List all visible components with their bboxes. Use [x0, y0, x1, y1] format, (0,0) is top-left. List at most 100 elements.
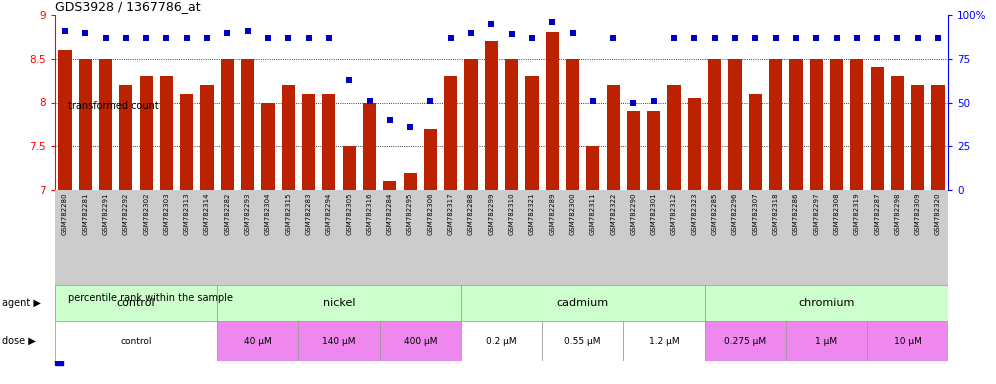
Bar: [444, 76, 457, 190]
Text: GSM782319: GSM782319: [854, 193, 860, 235]
Text: GSM782296: GSM782296: [732, 193, 738, 235]
Point: [138, 35, 154, 41]
Point: [240, 28, 256, 34]
Text: GSM782298: GSM782298: [894, 193, 900, 235]
Text: 140 μM: 140 μM: [323, 336, 356, 346]
Text: GSM782295: GSM782295: [407, 193, 413, 235]
Bar: [55, 230, 63, 365]
Point: [402, 124, 418, 130]
Text: GSM782310: GSM782310: [509, 193, 515, 235]
Point: [219, 30, 235, 36]
Bar: [728, 59, 742, 190]
Text: GSM782283: GSM782283: [306, 193, 312, 235]
Point: [260, 35, 276, 41]
Bar: [546, 33, 559, 190]
Point: [301, 35, 317, 41]
Text: percentile rank within the sample: percentile rank within the sample: [68, 293, 233, 303]
Text: 0.275 μM: 0.275 μM: [724, 336, 766, 346]
Point: [727, 35, 743, 41]
Text: GSM782308: GSM782308: [834, 193, 840, 235]
Bar: [871, 68, 883, 190]
Bar: [464, 59, 478, 190]
Bar: [931, 85, 944, 190]
Text: GSM782316: GSM782316: [367, 193, 373, 235]
Text: nickel: nickel: [323, 298, 356, 308]
Bar: [363, 103, 376, 190]
Point: [909, 35, 925, 41]
Point: [747, 35, 763, 41]
Point: [808, 35, 824, 41]
Text: GSM782322: GSM782322: [611, 193, 617, 235]
Bar: [383, 181, 396, 190]
Point: [158, 35, 174, 41]
Bar: [867, 321, 948, 361]
Bar: [217, 321, 299, 361]
Text: GDS3928 / 1367786_at: GDS3928 / 1367786_at: [55, 0, 200, 13]
Point: [849, 35, 865, 41]
Point: [321, 35, 337, 41]
Point: [199, 35, 215, 41]
Bar: [542, 321, 623, 361]
Text: control: control: [121, 336, 151, 346]
Text: GSM782303: GSM782303: [163, 193, 169, 235]
Text: GSM782314: GSM782314: [204, 193, 210, 235]
Bar: [911, 85, 924, 190]
Text: 40 μM: 40 μM: [244, 336, 272, 346]
Bar: [55, 38, 63, 173]
Bar: [461, 285, 704, 321]
Text: GSM782293: GSM782293: [245, 193, 251, 235]
Text: GSM782318: GSM782318: [773, 193, 779, 235]
Text: GSM782284: GSM782284: [386, 193, 392, 235]
Bar: [299, 321, 379, 361]
Text: GSM782301: GSM782301: [650, 193, 656, 235]
Bar: [607, 85, 620, 190]
Point: [280, 35, 296, 41]
Text: GSM782306: GSM782306: [427, 193, 433, 235]
Bar: [688, 98, 701, 190]
Bar: [461, 321, 542, 361]
Bar: [261, 103, 275, 190]
Text: GSM782305: GSM782305: [347, 193, 353, 235]
Text: GSM782281: GSM782281: [83, 193, 89, 235]
Text: GSM782312: GSM782312: [671, 193, 677, 235]
Text: GSM782304: GSM782304: [265, 193, 271, 235]
Text: 0.55 μM: 0.55 μM: [565, 336, 601, 346]
Text: GSM782282: GSM782282: [224, 193, 230, 235]
Text: agent ▶: agent ▶: [2, 298, 41, 308]
Bar: [343, 146, 356, 190]
Text: 0.2 μM: 0.2 μM: [486, 336, 517, 346]
Bar: [159, 76, 173, 190]
Text: 1.2 μM: 1.2 μM: [648, 336, 679, 346]
Point: [707, 35, 723, 41]
Text: GSM782320: GSM782320: [935, 193, 941, 235]
Text: GSM782311: GSM782311: [590, 193, 596, 235]
Bar: [99, 59, 113, 190]
Point: [829, 35, 845, 41]
Bar: [403, 172, 416, 190]
Bar: [667, 85, 680, 190]
Point: [686, 35, 702, 41]
Bar: [789, 59, 803, 190]
Bar: [786, 321, 867, 361]
Point: [179, 35, 195, 41]
Point: [666, 35, 682, 41]
Text: GSM782288: GSM782288: [468, 193, 474, 235]
Point: [606, 35, 622, 41]
Bar: [566, 59, 579, 190]
Bar: [704, 285, 948, 321]
Point: [483, 21, 499, 27]
Bar: [180, 94, 193, 190]
Text: GSM782297: GSM782297: [813, 193, 820, 235]
Point: [504, 31, 520, 37]
Bar: [626, 111, 640, 190]
Bar: [830, 59, 844, 190]
Bar: [59, 50, 72, 190]
Text: GSM782291: GSM782291: [103, 193, 109, 235]
Bar: [525, 76, 539, 190]
Point: [889, 35, 905, 41]
Bar: [708, 59, 721, 190]
Text: control: control: [117, 298, 155, 308]
Text: GSM782317: GSM782317: [448, 193, 454, 235]
Bar: [139, 76, 152, 190]
Text: GSM782286: GSM782286: [793, 193, 799, 235]
